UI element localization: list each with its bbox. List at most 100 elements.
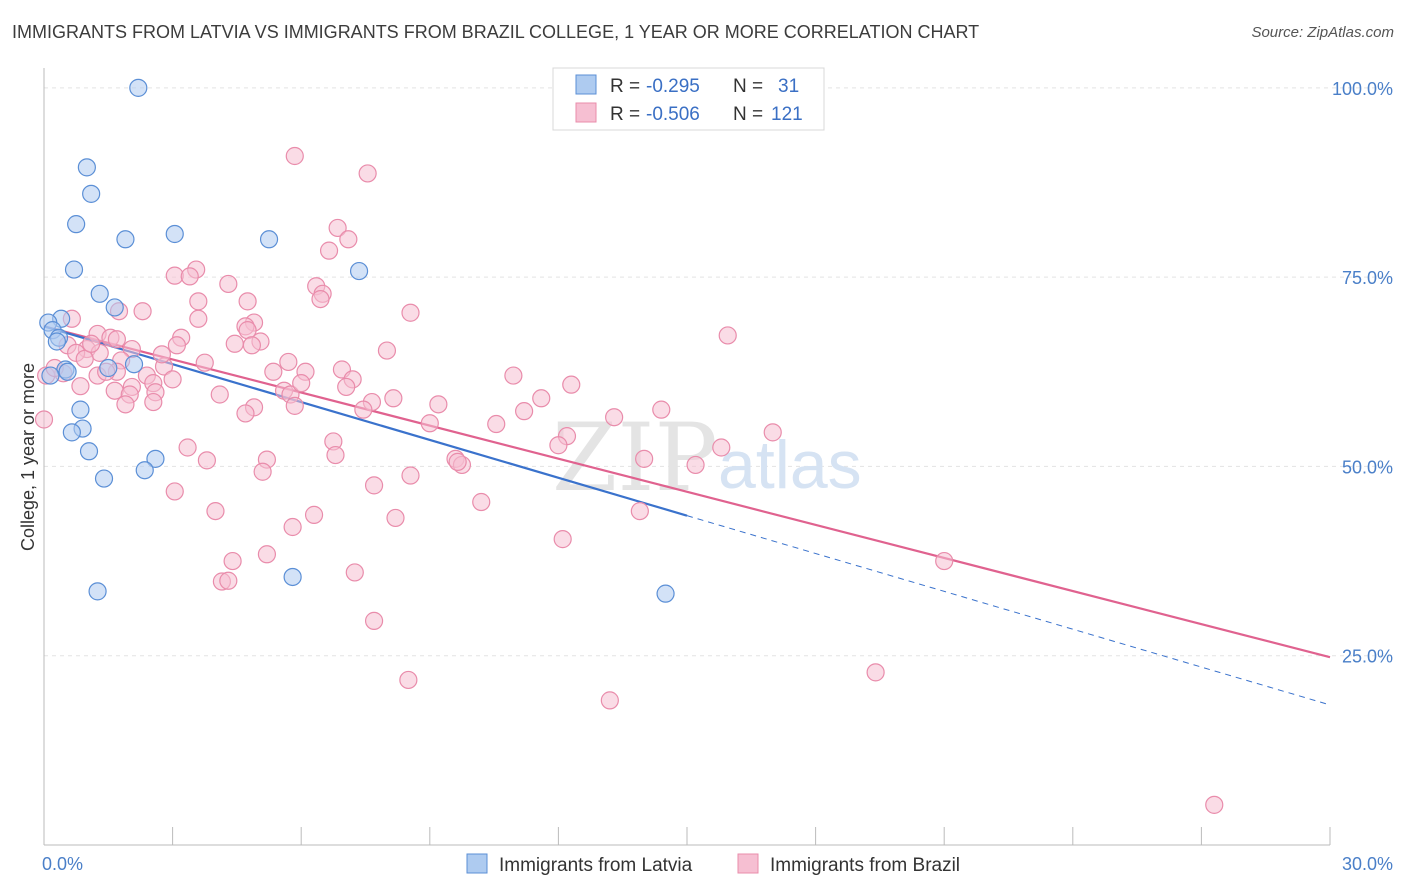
data-point-brazil — [223, 551, 242, 571]
y-tick-label-1: 50.0% — [1342, 457, 1393, 477]
trend-line-latvia — [43, 325, 688, 517]
data-point-latvia — [135, 461, 154, 480]
data-point-brazil — [253, 462, 272, 481]
data-point-brazil — [635, 449, 654, 468]
data-point-brazil — [82, 334, 101, 353]
data-point-brazil — [515, 402, 534, 421]
y-tick-label-3: 100.0% — [1332, 79, 1393, 99]
legend-r-value-brazil: -0.506 — [646, 104, 700, 125]
data-point-latvia — [71, 400, 90, 419]
data-point-latvia — [64, 260, 84, 279]
data-point-brazil — [144, 392, 163, 412]
data-point-brazil — [337, 377, 356, 397]
data-point-brazil — [364, 476, 384, 495]
data-point-brazil — [163, 370, 182, 389]
data-point-brazil — [377, 341, 397, 360]
data-point-brazil — [116, 395, 135, 414]
data-point-brazil — [206, 502, 225, 521]
stats-legend: R = -0.295 N = 31 R = -0.506 N = 121 — [552, 67, 825, 131]
data-point-brazil — [399, 670, 418, 690]
data-point-latvia — [41, 366, 60, 385]
data-point-brazil — [189, 292, 208, 311]
data-point-brazil — [487, 414, 506, 434]
data-point-brazil — [420, 414, 439, 433]
series-legend-label-latvia: Immigrants from Latvia — [499, 855, 693, 876]
data-point-brazil — [152, 345, 171, 364]
watermark-atlas: atlas — [718, 427, 862, 503]
data-point-brazil — [686, 455, 705, 475]
data-point-brazil — [34, 410, 54, 429]
y-axis-label: College, 1 year or more — [18, 363, 38, 551]
data-point-brazil — [71, 377, 90, 396]
data-point-brazil — [165, 482, 184, 501]
data-point-brazil — [358, 164, 377, 183]
data-point-brazil — [763, 423, 782, 442]
data-point-brazil — [133, 302, 152, 321]
data-point-brazil — [189, 309, 208, 328]
legend-n-value-latvia: 31 — [778, 76, 799, 97]
data-point-brazil — [562, 375, 581, 394]
data-point-brazil — [339, 230, 358, 249]
y-tick-label-2: 75.0% — [1342, 268, 1393, 288]
data-point-brazil — [210, 385, 229, 404]
legend-r-label-brazil: R = — [610, 104, 640, 125]
x-tick-label-min: 0.0% — [42, 854, 83, 874]
data-point-brazil — [553, 530, 572, 549]
data-point-brazil — [219, 274, 238, 294]
data-point-latvia — [116, 230, 135, 249]
legend-n-label-brazil: N = — [733, 104, 763, 125]
data-point-brazil — [285, 396, 304, 415]
data-point-latvia — [90, 284, 109, 303]
data-point-brazil — [429, 395, 448, 414]
trend-lines — [43, 325, 1331, 706]
data-point-brazil — [401, 303, 420, 322]
data-point-latvia — [259, 230, 279, 249]
data-point-brazil — [600, 691, 619, 710]
data-point-brazil — [448, 452, 467, 471]
data-point-brazil — [384, 389, 403, 408]
y-tick-labels: 25.0% 50.0% 75.0% 100.0% — [1332, 79, 1393, 667]
data-point-brazil — [180, 267, 199, 286]
data-point-brazil — [549, 436, 568, 455]
data-point-brazil — [364, 611, 384, 630]
data-point-brazil — [328, 218, 347, 238]
data-point-latvia — [88, 582, 107, 601]
chart-title: IMMIGRANTS FROM LATVIA VS IMMIGRANTS FRO… — [12, 22, 980, 42]
data-point-brazil — [285, 146, 304, 166]
data-point-latvia — [146, 449, 165, 468]
data-point-latvia — [94, 469, 114, 488]
legend-swatch-latvia — [575, 74, 597, 95]
data-point-latvia — [58, 362, 77, 381]
data-point-brazil — [504, 366, 523, 385]
data-point-brazil — [311, 290, 330, 309]
series-legend-swatch-latvia — [466, 853, 488, 874]
data-point-latvia — [82, 184, 101, 203]
data-point-brazil — [107, 330, 126, 349]
data-point-latvia — [99, 358, 118, 378]
legend-n-value-brazil: 121 — [771, 104, 803, 125]
trend-line-brazil — [43, 325, 1331, 659]
data-point-brazil — [197, 451, 216, 470]
series-legend: Immigrants from Latvia Immigrants from B… — [466, 853, 960, 876]
data-point-brazil — [238, 292, 257, 311]
data-point-brazil — [225, 334, 244, 353]
data-point-brazil — [178, 438, 197, 457]
data-point-latvia — [656, 584, 675, 603]
data-point-latvia — [77, 158, 96, 177]
axes — [43, 68, 1331, 846]
grid-lines — [44, 87, 1392, 657]
data-point-latvia — [62, 423, 81, 442]
data-point-latvia — [67, 215, 86, 234]
data-point-brazil — [219, 571, 238, 590]
brazil-points — [34, 146, 1224, 814]
data-point-brazil — [283, 517, 302, 537]
x-tick-labels: 0.0% 30.0% — [42, 854, 1393, 874]
data-point-brazil — [866, 663, 885, 682]
data-point-brazil — [264, 362, 283, 381]
data-point-brazil — [279, 352, 298, 372]
data-point-latvia — [283, 567, 302, 587]
data-point-brazil — [319, 241, 339, 260]
data-point-brazil — [195, 353, 214, 372]
legend-n-label-latvia: N = — [733, 76, 763, 97]
data-point-brazil — [630, 502, 649, 521]
